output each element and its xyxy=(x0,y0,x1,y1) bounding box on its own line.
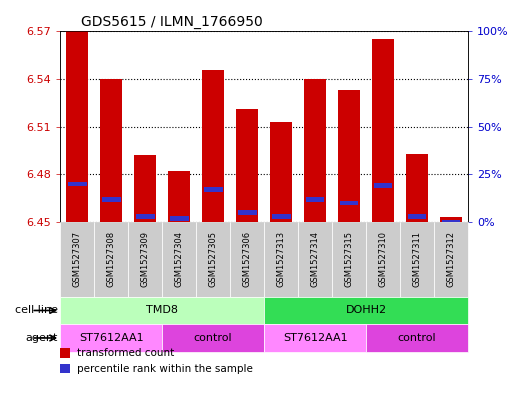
Text: percentile rank within the sample: percentile rank within the sample xyxy=(77,364,253,374)
Bar xyxy=(406,154,428,222)
Bar xyxy=(306,197,324,202)
Text: GSM1527315: GSM1527315 xyxy=(345,231,354,287)
Bar xyxy=(304,79,326,222)
Text: GSM1527305: GSM1527305 xyxy=(209,231,218,287)
Bar xyxy=(270,122,292,222)
Text: control: control xyxy=(398,333,436,343)
Bar xyxy=(102,197,120,202)
Text: ST7612AA1: ST7612AA1 xyxy=(79,333,143,343)
Bar xyxy=(272,214,290,219)
Bar xyxy=(66,31,88,222)
Bar xyxy=(68,182,86,186)
Text: GSM1527309: GSM1527309 xyxy=(141,231,150,287)
Text: ST7612AA1: ST7612AA1 xyxy=(283,333,347,343)
Bar xyxy=(374,184,392,188)
Text: GDS5615 / ILMN_1766950: GDS5615 / ILMN_1766950 xyxy=(81,15,263,29)
Text: GSM1527314: GSM1527314 xyxy=(311,231,320,287)
Text: GSM1527312: GSM1527312 xyxy=(447,231,456,287)
Bar xyxy=(134,155,156,222)
Bar xyxy=(238,210,256,215)
Bar xyxy=(100,79,122,222)
Bar xyxy=(338,90,360,222)
Bar xyxy=(236,109,258,222)
Text: agent: agent xyxy=(25,333,58,343)
Bar xyxy=(440,217,462,222)
Text: GSM1527307: GSM1527307 xyxy=(73,231,82,287)
Text: control: control xyxy=(194,333,232,343)
Bar xyxy=(136,214,154,219)
Bar xyxy=(442,220,460,224)
Bar xyxy=(168,171,190,222)
Text: cell line: cell line xyxy=(15,305,58,316)
Bar xyxy=(340,200,358,206)
Text: GSM1527310: GSM1527310 xyxy=(379,231,388,287)
Text: GSM1527311: GSM1527311 xyxy=(413,231,422,287)
Bar xyxy=(372,39,394,222)
Text: transformed count: transformed count xyxy=(77,348,175,358)
Text: DOHH2: DOHH2 xyxy=(346,305,386,316)
Text: GSM1527304: GSM1527304 xyxy=(175,231,184,287)
Text: TMD8: TMD8 xyxy=(146,305,178,316)
Bar xyxy=(204,187,222,192)
Bar xyxy=(202,70,224,222)
Text: GSM1527306: GSM1527306 xyxy=(243,231,252,287)
Bar xyxy=(408,214,426,219)
Text: GSM1527313: GSM1527313 xyxy=(277,231,286,287)
Bar xyxy=(170,216,188,220)
Text: GSM1527308: GSM1527308 xyxy=(107,231,116,287)
